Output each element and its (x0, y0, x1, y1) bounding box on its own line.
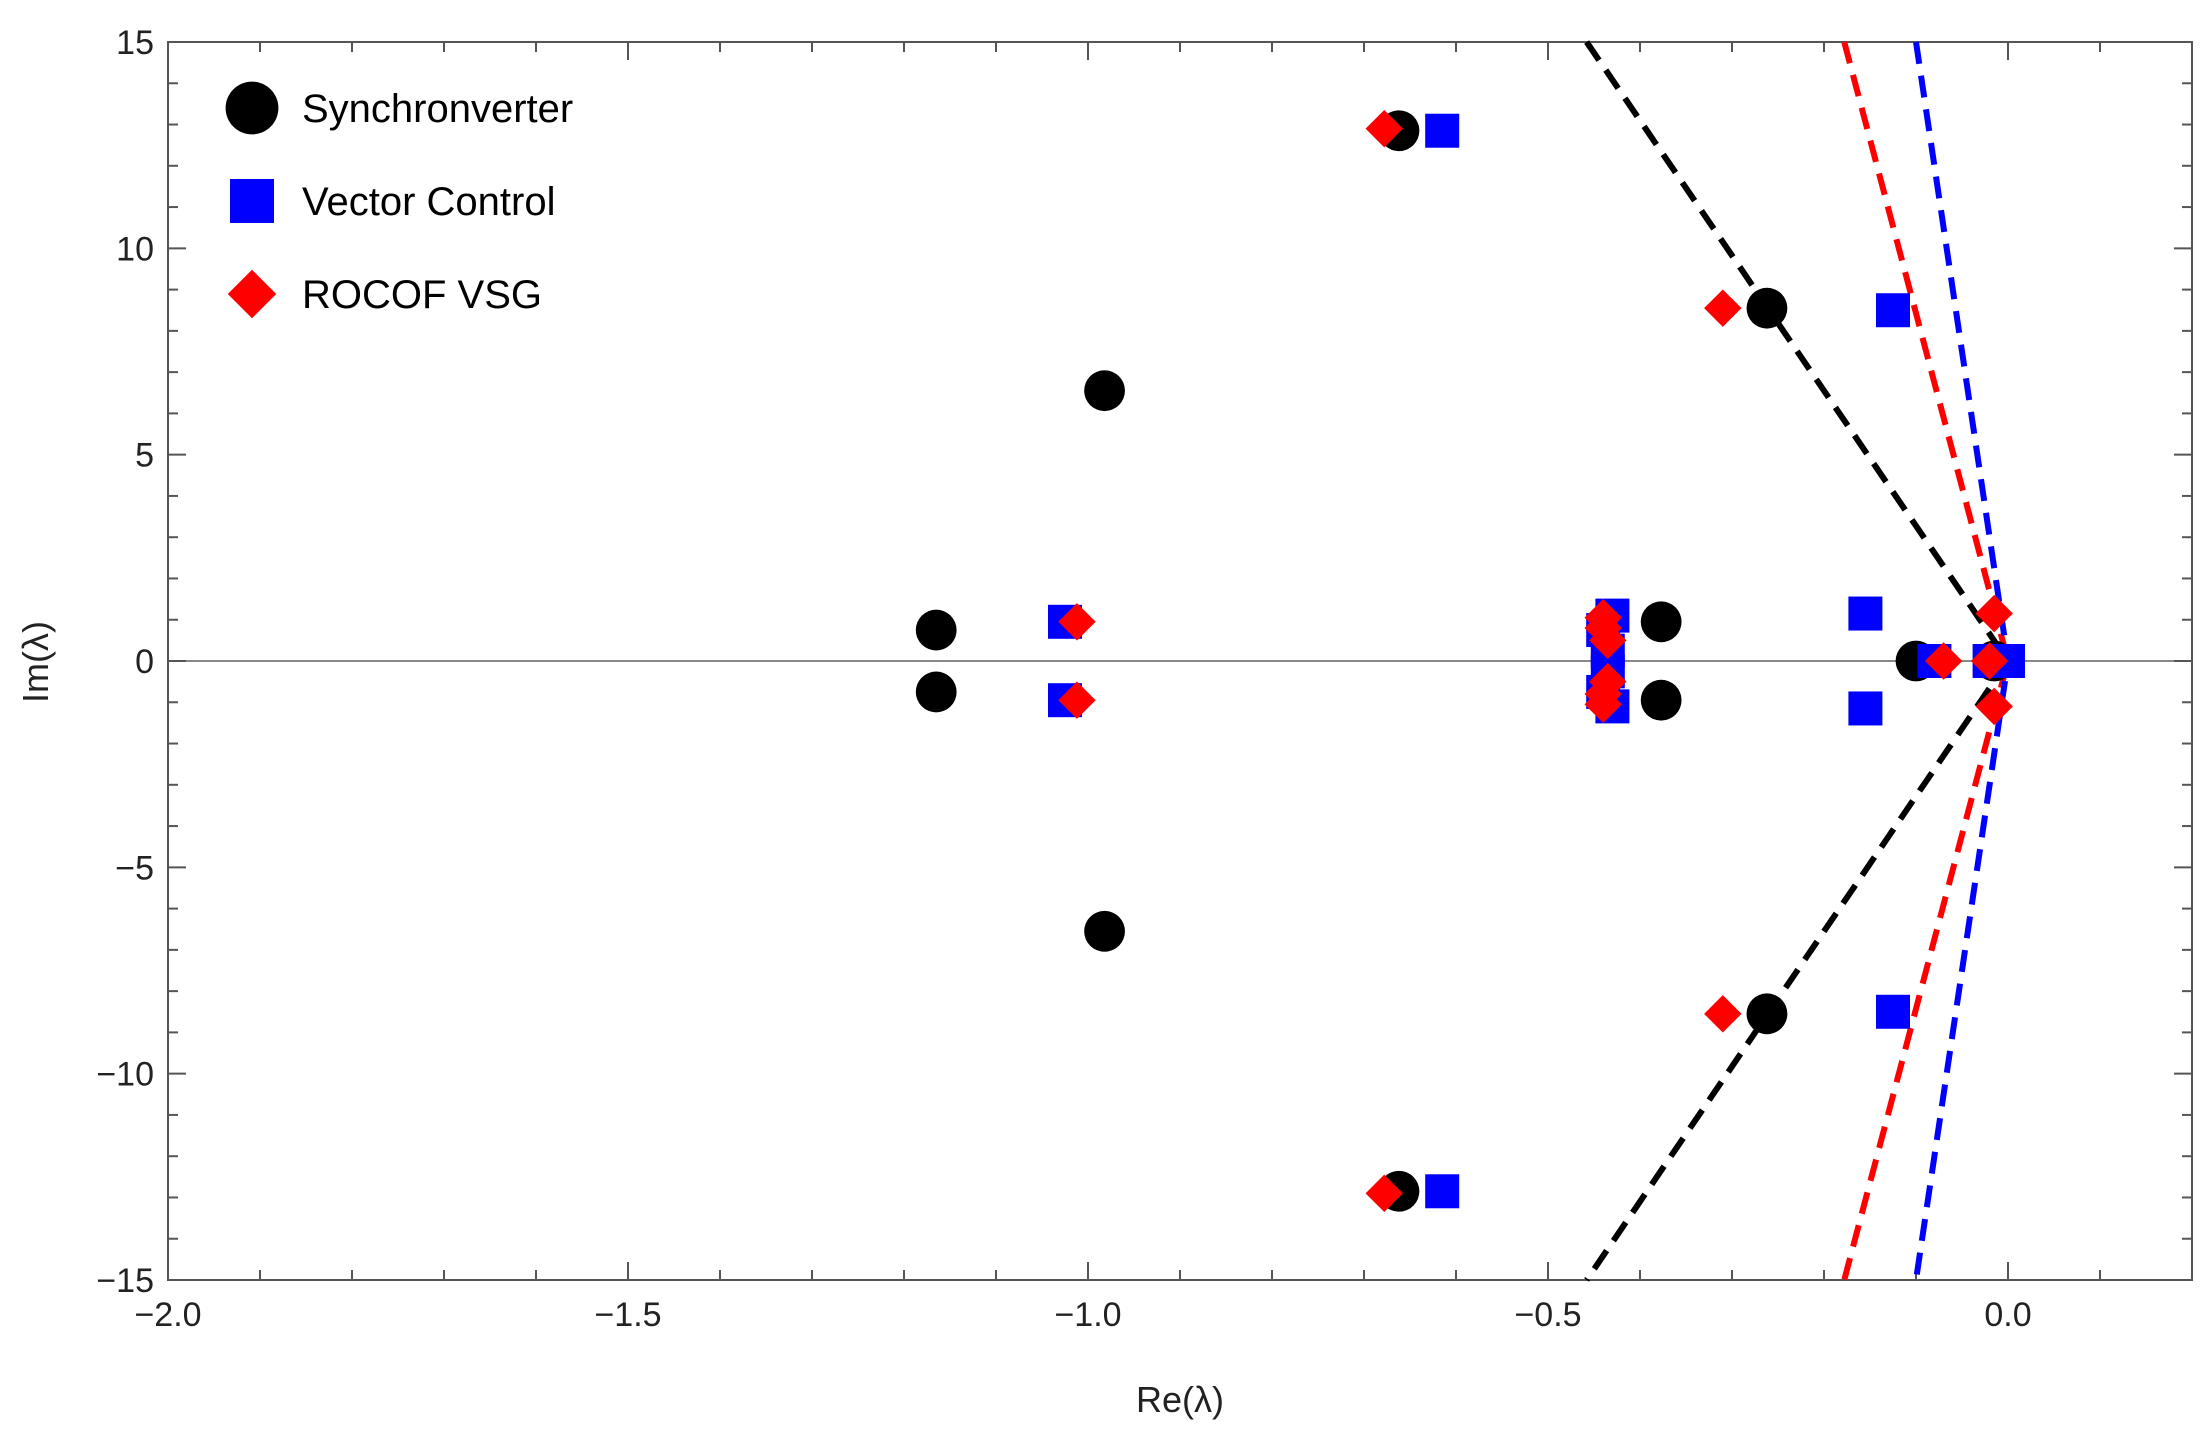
legend-label: Vector Control (302, 180, 555, 224)
circle-point (1640, 601, 1682, 643)
x-tick-label: 0.0 (1984, 1296, 2031, 1334)
square-point (1425, 113, 1460, 148)
diamond-point (1058, 681, 1096, 719)
y-tick-label: 0 (135, 643, 154, 681)
diamond-point (1970, 642, 2009, 680)
circle-point (1084, 910, 1125, 952)
legend-label: Synchronverter (302, 87, 573, 131)
data-points (915, 109, 2025, 1213)
y-tick-label: 15 (116, 24, 154, 62)
circle-point (1746, 287, 1788, 329)
diamond-point (1975, 594, 2013, 633)
diamond-point (1589, 621, 1627, 660)
y-tick-label: −10 (96, 1056, 154, 1094)
diamond-point (1365, 109, 1403, 148)
circle-point (1084, 370, 1125, 412)
diamond-point (1924, 642, 1963, 680)
square-point (1876, 293, 1910, 328)
circle-point (915, 671, 957, 713)
diamond-point (1058, 603, 1096, 641)
legend-label: ROCOF VSG (302, 273, 542, 317)
legend-square-marker (230, 179, 274, 223)
circle-point (1640, 679, 1682, 721)
diamond-point (1589, 662, 1627, 701)
legend-diamond-marker (227, 269, 277, 319)
square-point (1848, 691, 1883, 726)
y-tick-label: 10 (116, 230, 154, 268)
y-tick-label: −15 (96, 1262, 154, 1300)
square-point (1425, 1174, 1460, 1209)
diamond-point (1365, 1174, 1403, 1213)
legend-circle-marker (225, 81, 279, 135)
x-ticks: −2.0 −1.5 −1.0 −0.5 0.0 (134, 42, 2193, 1334)
x-tick-label: −0.5 (1514, 1296, 1581, 1334)
y-ticks: −15 −10 −5 0 5 10 15 (96, 24, 2192, 1300)
square-point (1848, 596, 1883, 631)
x-tick-label: −2.0 (134, 1296, 201, 1334)
legend: Synchronverter Vector Control ROCOF VSG (225, 81, 573, 319)
y-tick-label: −5 (115, 849, 154, 887)
x-tick-label: −1.5 (594, 1296, 661, 1334)
x-tick-label: −1.0 (1054, 1296, 1121, 1334)
circle-point (1746, 993, 1788, 1035)
diamond-point (1704, 995, 1742, 1033)
circle-point (915, 609, 957, 651)
y-axis-label: Im(λ) (15, 621, 56, 703)
diamond-point (1704, 289, 1742, 327)
damping-line (1841, 41, 2012, 1281)
y-tick-label: 5 (135, 437, 154, 475)
x-axis-label: Re(λ) (1136, 1379, 1224, 1420)
diamond-point (1975, 687, 2013, 726)
square-point (1876, 994, 1910, 1029)
